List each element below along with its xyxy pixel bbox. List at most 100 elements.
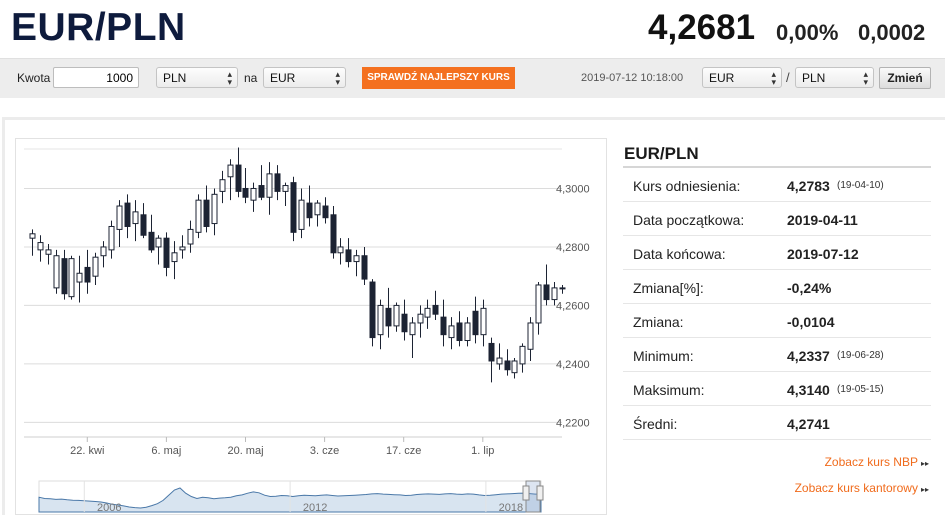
candle-body-down: [401, 313, 408, 333]
candle-body-up: [464, 322, 471, 342]
quote-currency-value: PLN: [802, 71, 826, 85]
candle-body-up: [448, 325, 455, 339]
candle-body-down: [345, 249, 352, 263]
stats-date: (19-06-28): [837, 350, 884, 361]
candle-body-up: [211, 193, 218, 225]
x-tick-label: 22. kwi: [70, 445, 104, 457]
stats-value: 4,2741: [787, 416, 830, 432]
y-tick-label: 4,2800: [556, 242, 590, 254]
navigator-handle[interactable]: [536, 485, 544, 501]
stats-label: Minimum:: [633, 348, 694, 364]
exchange-office-rate-link[interactable]: Zobacz kurs kantorowy ▸▸: [795, 481, 929, 495]
stats-date: (19-05-15): [837, 384, 884, 395]
exchange-office-link-label: Zobacz kurs kantorowy: [794, 481, 918, 495]
candle-body-up: [219, 179, 226, 192]
candle-body-up: [377, 304, 384, 336]
stats-panel: EUR/PLN Kurs odniesienia: 4,2783 (19-04-10…: [623, 138, 931, 440]
price-chart[interactable]: 4,2200 4,2400 4,2600 4,2800 4,3000 22. kwi 6. …: [15, 138, 607, 515]
candle-body-up: [187, 228, 194, 245]
change-pair-button[interactable]: Zmień: [879, 67, 931, 89]
candle-body-up: [511, 360, 518, 374]
candle-body-down: [322, 205, 329, 219]
candle-body-up: [108, 225, 115, 251]
navigator-tick-label: 2012: [303, 502, 327, 514]
candle-body-down: [203, 199, 210, 227]
nbp-rate-link-label: Zobacz kurs NBP: [824, 455, 918, 469]
candle-body-up: [480, 307, 487, 336]
stats-value: -0,0104: [787, 314, 835, 330]
candle-body-up: [409, 322, 416, 336]
stats-value: 2019-04-11: [787, 212, 858, 228]
select-arrows-icon: ▴ ▾: [335, 69, 340, 87]
candle-body-down: [330, 214, 337, 254]
candle-body-up: [298, 199, 305, 230]
candle-body-up: [535, 284, 542, 324]
candle-body-down: [242, 187, 249, 198]
candle-body-up: [100, 246, 107, 257]
current-rate: 4,2681: [648, 8, 756, 47]
candle-body-up: [250, 187, 257, 201]
to-currency-select[interactable]: EUR ▴ ▾: [263, 67, 346, 88]
base-currency-value: EUR: [709, 71, 735, 85]
candlestick-chart-svg[interactable]: 4,2200 4,2400 4,2600 4,2800 4,3000 22. kwi 6. …: [16, 139, 606, 514]
candle-body-down: [84, 266, 91, 283]
amount-label: Kwota: [17, 71, 51, 85]
candle-body-up: [424, 307, 431, 318]
candle-body-up: [76, 272, 83, 283]
x-tick-label: 20. maj: [227, 445, 263, 457]
select-arrows-icon: ▴ ▾: [863, 69, 868, 87]
candle-body-up: [527, 322, 534, 350]
candle-body-up: [227, 164, 234, 178]
candle-body-up: [132, 211, 139, 225]
select-arrows-icon: ▴ ▾: [771, 69, 776, 87]
candle-body-up: [195, 199, 202, 233]
y-tick-label: 4,2200: [556, 417, 590, 429]
stats-label: Kurs odniesienia:: [633, 178, 741, 194]
base-currency-select[interactable]: EUR ▴ ▾: [702, 67, 782, 88]
from-currency-value: PLN: [163, 71, 187, 85]
check-best-rate-button[interactable]: SPRAWDŹ NAJLEPSZY KURS: [362, 67, 515, 89]
from-currency-select[interactable]: PLN ▴ ▾: [156, 67, 238, 88]
candle-body-down: [290, 182, 297, 233]
candle-body-up: [282, 185, 289, 192]
candle-body-down: [274, 173, 281, 192]
amount-input[interactable]: [53, 67, 139, 88]
navigator-handle[interactable]: [522, 485, 530, 501]
stats-row: Zmiana: -0,0104: [623, 304, 931, 338]
navigator-tick-label: 2018: [499, 502, 523, 514]
quote-currency-select[interactable]: PLN ▴ ▾: [795, 67, 874, 88]
stats-value: 4,2783: [787, 178, 830, 194]
navigator-tick-label: 2006: [97, 502, 121, 514]
candle-body-down: [456, 322, 463, 342]
candle-body-up: [116, 205, 123, 230]
candle-body-down: [306, 202, 313, 219]
candle-body-down: [61, 258, 68, 295]
stats-row: Minimum: 4,2337 (19-06-28): [623, 338, 931, 372]
candle-body-down: [235, 164, 242, 192]
y-tick-label: 4,2400: [556, 359, 590, 371]
candle-body-down: [440, 316, 447, 336]
candle-body-up: [68, 258, 75, 298]
x-tick-label: 1. lip: [471, 445, 494, 457]
stats-row: Zmiana[%]: -0,24%: [623, 270, 931, 304]
candle-body-up: [155, 237, 162, 248]
candle-body-down: [432, 304, 439, 315]
nbp-rate-link[interactable]: Zobacz kurs NBP ▸▸: [825, 455, 929, 469]
candle-body-down: [488, 342, 495, 362]
quote-header: EUR/PLN 4,2681 0,00% 0,0002: [0, 0, 945, 58]
candle-body-down: [124, 202, 131, 227]
to-currency-value: EUR: [270, 71, 296, 85]
candle-body-down: [258, 185, 265, 198]
candle-body-down: [140, 214, 147, 236]
candle-body-up: [314, 202, 321, 216]
converter-toolbar: Kwota PLN ▴▾ na EUR ▴▾ SPRAWDŹ NAJLEPSZY…: [0, 58, 945, 98]
change-percent: 0,00%: [776, 20, 839, 45]
candle-body-up: [353, 255, 360, 263]
candle-body-down: [361, 255, 368, 280]
panel-title: EUR/PLN: [623, 138, 931, 168]
candle-body-up: [53, 255, 60, 289]
stats-label: Data początkowa:: [633, 212, 745, 228]
stats-value: 2019-07-12: [787, 246, 859, 262]
candle-body-up: [393, 304, 400, 327]
select-arrows-icon: ▴ ▾: [227, 69, 232, 87]
